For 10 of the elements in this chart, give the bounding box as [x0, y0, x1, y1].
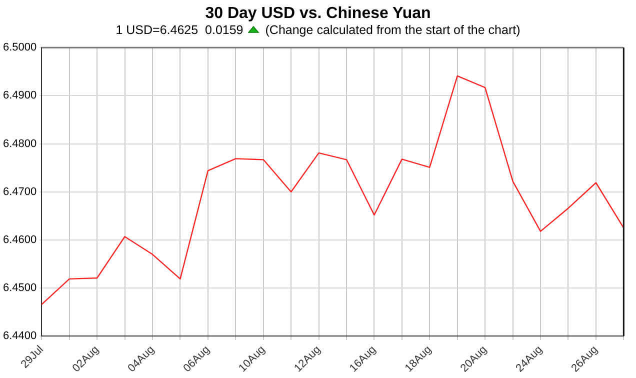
y-tick-label: 6.4800: [2, 138, 37, 150]
y-tick-label: 6.5000: [2, 42, 37, 54]
y-tick-label: 6.4500: [2, 282, 37, 294]
y-tick-label: 6.4700: [2, 186, 37, 198]
chart-title: 30 Day USD vs. Chinese Yuan: [204, 4, 432, 23]
text: (Change calculated from the start of the chart): [265, 23, 520, 37]
chart-subtitle: 1 USD=6.4625 0.0159: [116, 23, 244, 37]
y-tick-label: 6.4900: [2, 90, 37, 102]
y-tick-label: 6.4400: [2, 330, 37, 342]
y-tick-label: 6.4600: [2, 234, 37, 246]
